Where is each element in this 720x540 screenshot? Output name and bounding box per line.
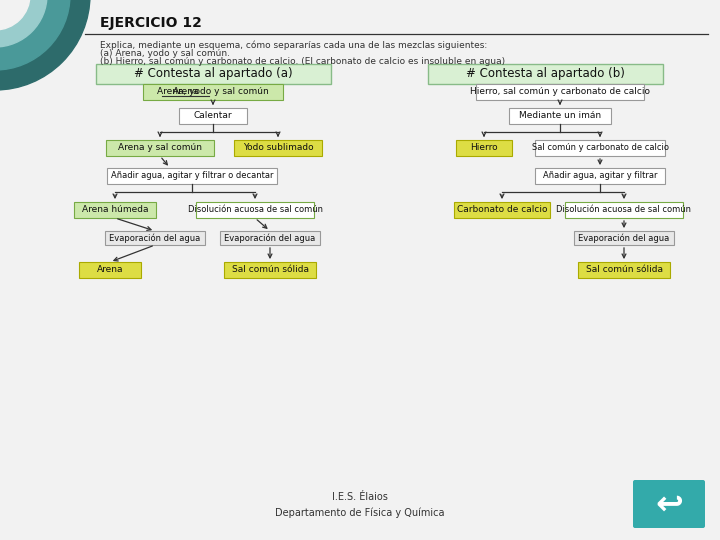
Bar [220, 231, 320, 245]
Bar [179, 108, 247, 124]
Text: Disolución acuosa de sal común: Disolución acuosa de sal común [557, 206, 691, 214]
Text: Arena y sal común: Arena y sal común [118, 144, 202, 152]
Bar [74, 202, 156, 218]
Bar [565, 202, 683, 218]
Bar [535, 168, 665, 184]
Text: Arena, yodo y sal común: Arena, yodo y sal común [157, 87, 269, 97]
Circle shape [0, 0, 47, 47]
Text: Arena húmeda: Arena húmeda [82, 206, 148, 214]
Bar [224, 262, 316, 278]
Bar [456, 140, 512, 156]
Bar [96, 64, 330, 84]
Bar [107, 168, 277, 184]
Text: ↩: ↩ [655, 488, 683, 521]
Text: Hierro: Hierro [470, 144, 498, 152]
Text: Explica, mediante un esquema, cómo separarías cada una de las mezclas siguientes: Explica, mediante un esquema, cómo separ… [100, 41, 487, 51]
Bar [578, 262, 670, 278]
Text: EJERCICIO 12: EJERCICIO 12 [100, 16, 202, 30]
Text: Sal común sólida: Sal común sólida [585, 266, 662, 274]
Text: Hierro, sal común y carbonato de calcio: Hierro, sal común y carbonato de calcio [470, 87, 650, 97]
Bar [476, 84, 644, 100]
FancyBboxPatch shape [633, 480, 705, 528]
Bar [106, 140, 214, 156]
Circle shape [0, 0, 70, 70]
Bar [143, 84, 283, 100]
Text: Evaporación del agua: Evaporación del agua [109, 233, 201, 243]
Text: # Contesta al apartado (b): # Contesta al apartado (b) [466, 68, 624, 80]
Circle shape [0, 0, 30, 30]
Text: Carbonato de calcio: Carbonato de calcio [456, 206, 547, 214]
Bar [454, 202, 550, 218]
Text: I.E.S. Élaios
Departamento de Física y Química: I.E.S. Élaios Departamento de Física y Q… [275, 492, 445, 518]
Bar [428, 64, 662, 84]
Bar [79, 262, 141, 278]
Text: Mediante un imán: Mediante un imán [519, 111, 601, 120]
Text: # Contesta al apartado (a): # Contesta al apartado (a) [134, 68, 292, 80]
Text: Evaporación del agua: Evaporación del agua [225, 233, 315, 243]
Text: Añadir agua, agitar y filtrar: Añadir agua, agitar y filtrar [543, 172, 657, 180]
Text: Arena: Arena [96, 266, 123, 274]
Circle shape [0, 0, 90, 90]
Bar [574, 231, 674, 245]
Text: (a) Arena, yodo y sal común.: (a) Arena, yodo y sal común. [100, 49, 230, 58]
Text: Evaporación del agua: Evaporación del agua [578, 233, 670, 243]
Text: Calentar: Calentar [194, 111, 233, 120]
Bar [105, 231, 205, 245]
Text: Sal común sólida: Sal común sólida [232, 266, 308, 274]
Bar [509, 108, 611, 124]
Text: Yodo sublimado: Yodo sublimado [243, 144, 313, 152]
Text: Sal común y carbonato de calcio: Sal común y carbonato de calcio [531, 144, 668, 152]
Bar [196, 202, 314, 218]
Text: Arena: Arena [173, 87, 199, 97]
Text: Disolución acuosa de sal común: Disolución acuosa de sal común [187, 206, 323, 214]
Bar [535, 140, 665, 156]
Bar [234, 140, 322, 156]
Text: (b) Hierro, sal común y carbonato de calcio. (El carbonato de calcio es insolubl: (b) Hierro, sal común y carbonato de cal… [100, 57, 505, 66]
Text: Añadir agua, agitar y filtrar o decantar: Añadir agua, agitar y filtrar o decantar [111, 172, 274, 180]
